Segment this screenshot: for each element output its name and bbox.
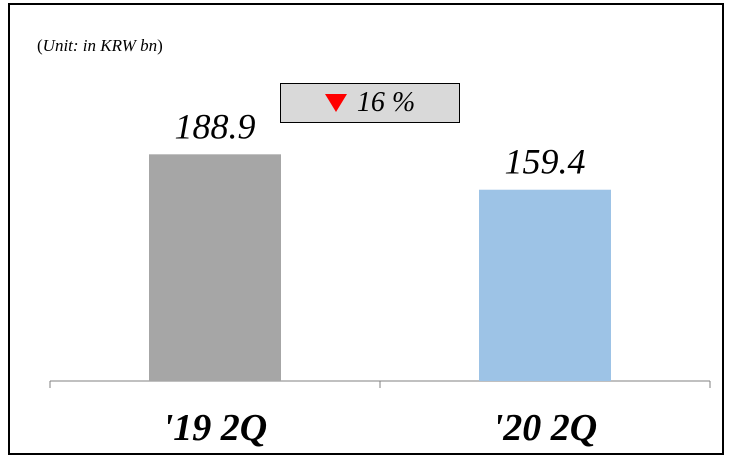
bar <box>149 154 281 381</box>
category-label: '20 2Q <box>493 407 598 449</box>
bar-value-label: 188.9 <box>175 106 256 146</box>
unit-label: (Unit: in KRW bn) <box>37 36 163 56</box>
unit-open-paren: ( <box>37 36 43 55</box>
down-triangle-icon <box>324 94 347 112</box>
change-percentage: 16 % <box>356 87 416 118</box>
unit-text: Unit: in KRW bn <box>42 36 158 55</box>
category-label: '19 2Q <box>163 407 268 449</box>
bar-value-label: 159.4 <box>505 142 586 182</box>
change-indicator-box: 16 % <box>280 83 460 123</box>
bar <box>479 189 611 381</box>
unit-close-paren: ) <box>157 36 163 55</box>
